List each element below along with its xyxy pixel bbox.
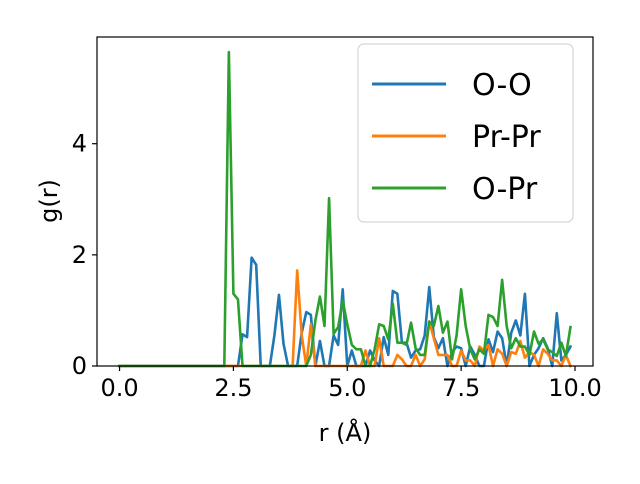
legend-label-pr-pr: Pr-Pr [472, 120, 541, 155]
y-tick-label: 2 [72, 241, 87, 269]
plot-frame [96, 36, 594, 367]
legend: O-O Pr-Pr O-Pr [357, 43, 574, 223]
y-tick-label: 0 [72, 352, 87, 380]
x-tick-label: 10.0 [548, 374, 601, 402]
legend-box [357, 43, 574, 223]
x-axis: 0.0 2.5 5.0 7.5 10.0 [100, 366, 602, 402]
x-tick-label: 2.5 [214, 374, 252, 402]
legend-items: O-O Pr-Pr O-Pr [372, 68, 541, 207]
x-tick-label: 5.0 [328, 374, 366, 402]
x-axis-label: r (Å) [319, 418, 372, 447]
legend-label-o-pr: O-Pr [472, 172, 538, 207]
y-tick-label: 4 [72, 130, 87, 158]
legend-label-o-o: O-O [472, 68, 532, 103]
x-tick-label: 7.5 [442, 374, 480, 402]
y-axis: 0 2 4 [72, 130, 97, 380]
y-axis-label: g(r) [35, 179, 63, 223]
x-tick-label: 0.0 [100, 374, 138, 402]
